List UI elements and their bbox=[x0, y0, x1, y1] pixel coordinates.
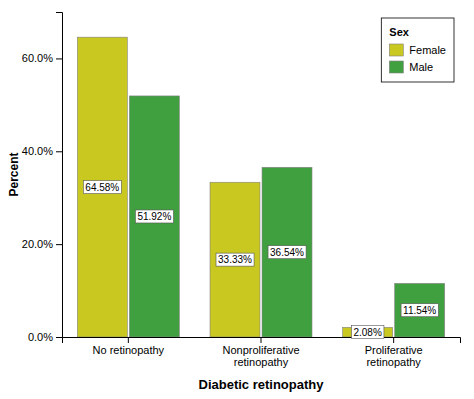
data-label-box bbox=[268, 246, 306, 259]
y-tick-label: 0.0% bbox=[28, 331, 53, 343]
x-tick-label: Proliferativeretinopathy bbox=[365, 344, 423, 369]
y-tick: 40.0% bbox=[22, 145, 62, 157]
bar bbox=[395, 283, 445, 337]
legend-title: Sex bbox=[389, 26, 409, 38]
legend-label: Female bbox=[409, 44, 446, 56]
legend-item: Male bbox=[389, 61, 433, 73]
x-axis-title: Diabetic retinopathy bbox=[199, 377, 325, 392]
x-tick-mark bbox=[261, 337, 262, 343]
bar bbox=[210, 182, 260, 337]
y-tick: 60.0% bbox=[22, 52, 62, 64]
x-tick-label-line: retinopathy bbox=[234, 356, 289, 368]
bar bbox=[262, 167, 312, 337]
x-tick-label-line: Nonproliferative bbox=[222, 344, 299, 356]
legend-box bbox=[381, 18, 454, 82]
y-axis-line bbox=[56, 13, 63, 338]
data-label-group: 64.58% bbox=[83, 181, 121, 194]
y-tick-mark bbox=[56, 337, 62, 338]
x-tick-label-line: retinopathy bbox=[366, 356, 421, 368]
x-tick-label: No retinopathy bbox=[93, 344, 165, 356]
y-tick-label: 60.0% bbox=[22, 52, 53, 64]
x-axis: No retinopathyNonproliferativeretinopath… bbox=[63, 337, 461, 368]
data-label-group: 11.54% bbox=[401, 304, 438, 317]
data-label: 11.54% bbox=[403, 305, 436, 316]
data-label: 2.08% bbox=[353, 327, 381, 338]
data-label: 51.92% bbox=[137, 211, 171, 222]
data-label-group: 51.92% bbox=[135, 210, 173, 223]
data-label-box bbox=[401, 304, 438, 317]
chart: 0.0% 20.0% 40.0% 60.0% No retinopathy Nonprol… bbox=[0, 0, 474, 399]
data-label-group: 36.54% bbox=[268, 246, 306, 259]
x-tick: Proliferativeretinopathy bbox=[365, 337, 423, 368]
x-tick-label: Nonproliferativeretinopathy bbox=[222, 344, 299, 369]
x-tick: Nonproliferativeretinopathy bbox=[222, 337, 299, 368]
legend-label: Male bbox=[409, 61, 433, 73]
y-tick-label: 40.0% bbox=[22, 145, 53, 157]
data-label: 33.33% bbox=[218, 254, 252, 265]
x-tick: No retinopathy bbox=[93, 337, 165, 356]
legend-item: Female bbox=[389, 44, 446, 56]
data-label-group: 33.33% bbox=[216, 253, 254, 266]
data-labels: 64.58% 33.33% 2.08% 51.92% 36.54% 11.54% bbox=[83, 181, 438, 339]
data-label-box bbox=[216, 253, 254, 266]
y-tick: 0.0% bbox=[28, 331, 62, 343]
y-tick-mark bbox=[56, 58, 62, 59]
x-axis-line bbox=[63, 338, 461, 344]
data-label-box bbox=[83, 181, 121, 194]
y-axis: 0.0% 20.0% 40.0% 60.0% bbox=[22, 13, 63, 344]
bar bbox=[129, 96, 179, 337]
bar bbox=[343, 327, 393, 337]
data-label-group: 2.08% bbox=[351, 326, 383, 339]
data-label-box bbox=[135, 210, 173, 223]
data-label: 36.54% bbox=[270, 247, 304, 258]
y-tick: 20.0% bbox=[22, 238, 62, 250]
y-axis-title: Percent bbox=[7, 152, 21, 196]
y-tick-mark bbox=[56, 244, 62, 245]
x-tick-label-line: Proliferative bbox=[365, 344, 423, 356]
legend-swatch bbox=[389, 61, 403, 73]
plot: 0.0% 20.0% 40.0% 60.0% No retinopathy Nonprol… bbox=[22, 13, 461, 369]
x-tick-mark bbox=[128, 337, 129, 343]
y-tick-label: 20.0% bbox=[22, 238, 53, 250]
data-label-box bbox=[351, 326, 383, 339]
legend-swatch bbox=[389, 44, 403, 56]
data-label: 64.58% bbox=[85, 182, 119, 193]
bar bbox=[77, 37, 127, 337]
x-tick-label-line: No retinopathy bbox=[93, 344, 165, 356]
y-tick-mark bbox=[56, 151, 62, 152]
legend: SexFemale Male bbox=[381, 18, 454, 82]
x-tick-mark bbox=[393, 337, 394, 343]
